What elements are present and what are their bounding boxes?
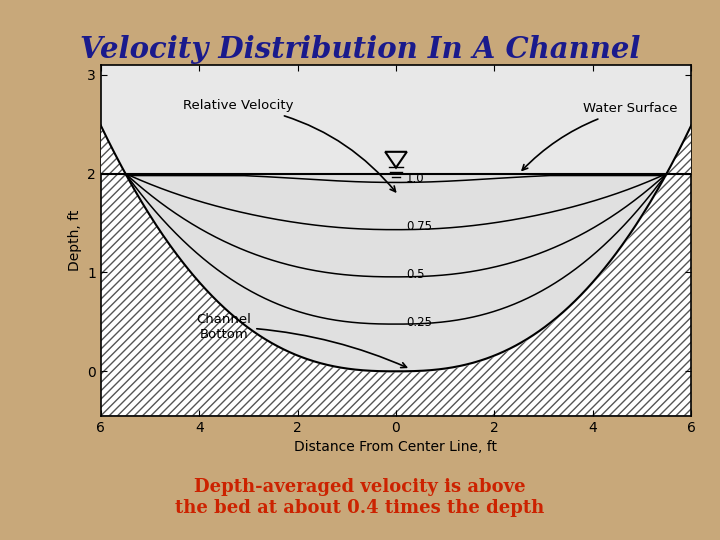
Text: Channel
Bottom: Channel Bottom — [197, 313, 407, 368]
X-axis label: Distance From Center Line, ft: Distance From Center Line, ft — [294, 440, 498, 454]
Text: Velocity Distribution In A Channel: Velocity Distribution In A Channel — [80, 35, 640, 64]
Text: 0.25: 0.25 — [406, 316, 432, 329]
Y-axis label: Depth, ft: Depth, ft — [68, 210, 81, 271]
Text: 0.5: 0.5 — [406, 268, 424, 281]
Text: 1.0: 1.0 — [406, 172, 425, 185]
Text: 0.75: 0.75 — [406, 220, 432, 233]
Text: Water Surface: Water Surface — [522, 102, 678, 170]
Text: Depth-averaged velocity is above
the bed at about 0.4 times the depth: Depth-averaged velocity is above the bed… — [176, 478, 544, 517]
Text: Relative Velocity: Relative Velocity — [184, 99, 395, 192]
